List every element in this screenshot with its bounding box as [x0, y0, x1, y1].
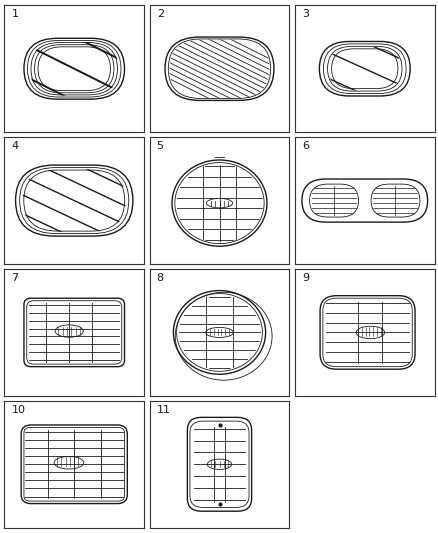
Text: 8: 8	[156, 273, 163, 283]
Ellipse shape	[54, 456, 84, 469]
Text: 11: 11	[156, 405, 170, 415]
Text: 4: 4	[11, 141, 18, 151]
Text: 1: 1	[11, 9, 18, 19]
Text: 10: 10	[11, 405, 25, 415]
Text: 6: 6	[301, 141, 308, 151]
Text: 7: 7	[11, 273, 18, 283]
Ellipse shape	[206, 198, 232, 208]
Text: 9: 9	[301, 273, 308, 283]
Text: 3: 3	[301, 9, 308, 19]
Ellipse shape	[355, 326, 384, 338]
Text: 5: 5	[156, 141, 163, 151]
Ellipse shape	[205, 327, 233, 337]
Ellipse shape	[55, 325, 83, 337]
Text: 2: 2	[156, 9, 163, 19]
Ellipse shape	[207, 459, 231, 470]
